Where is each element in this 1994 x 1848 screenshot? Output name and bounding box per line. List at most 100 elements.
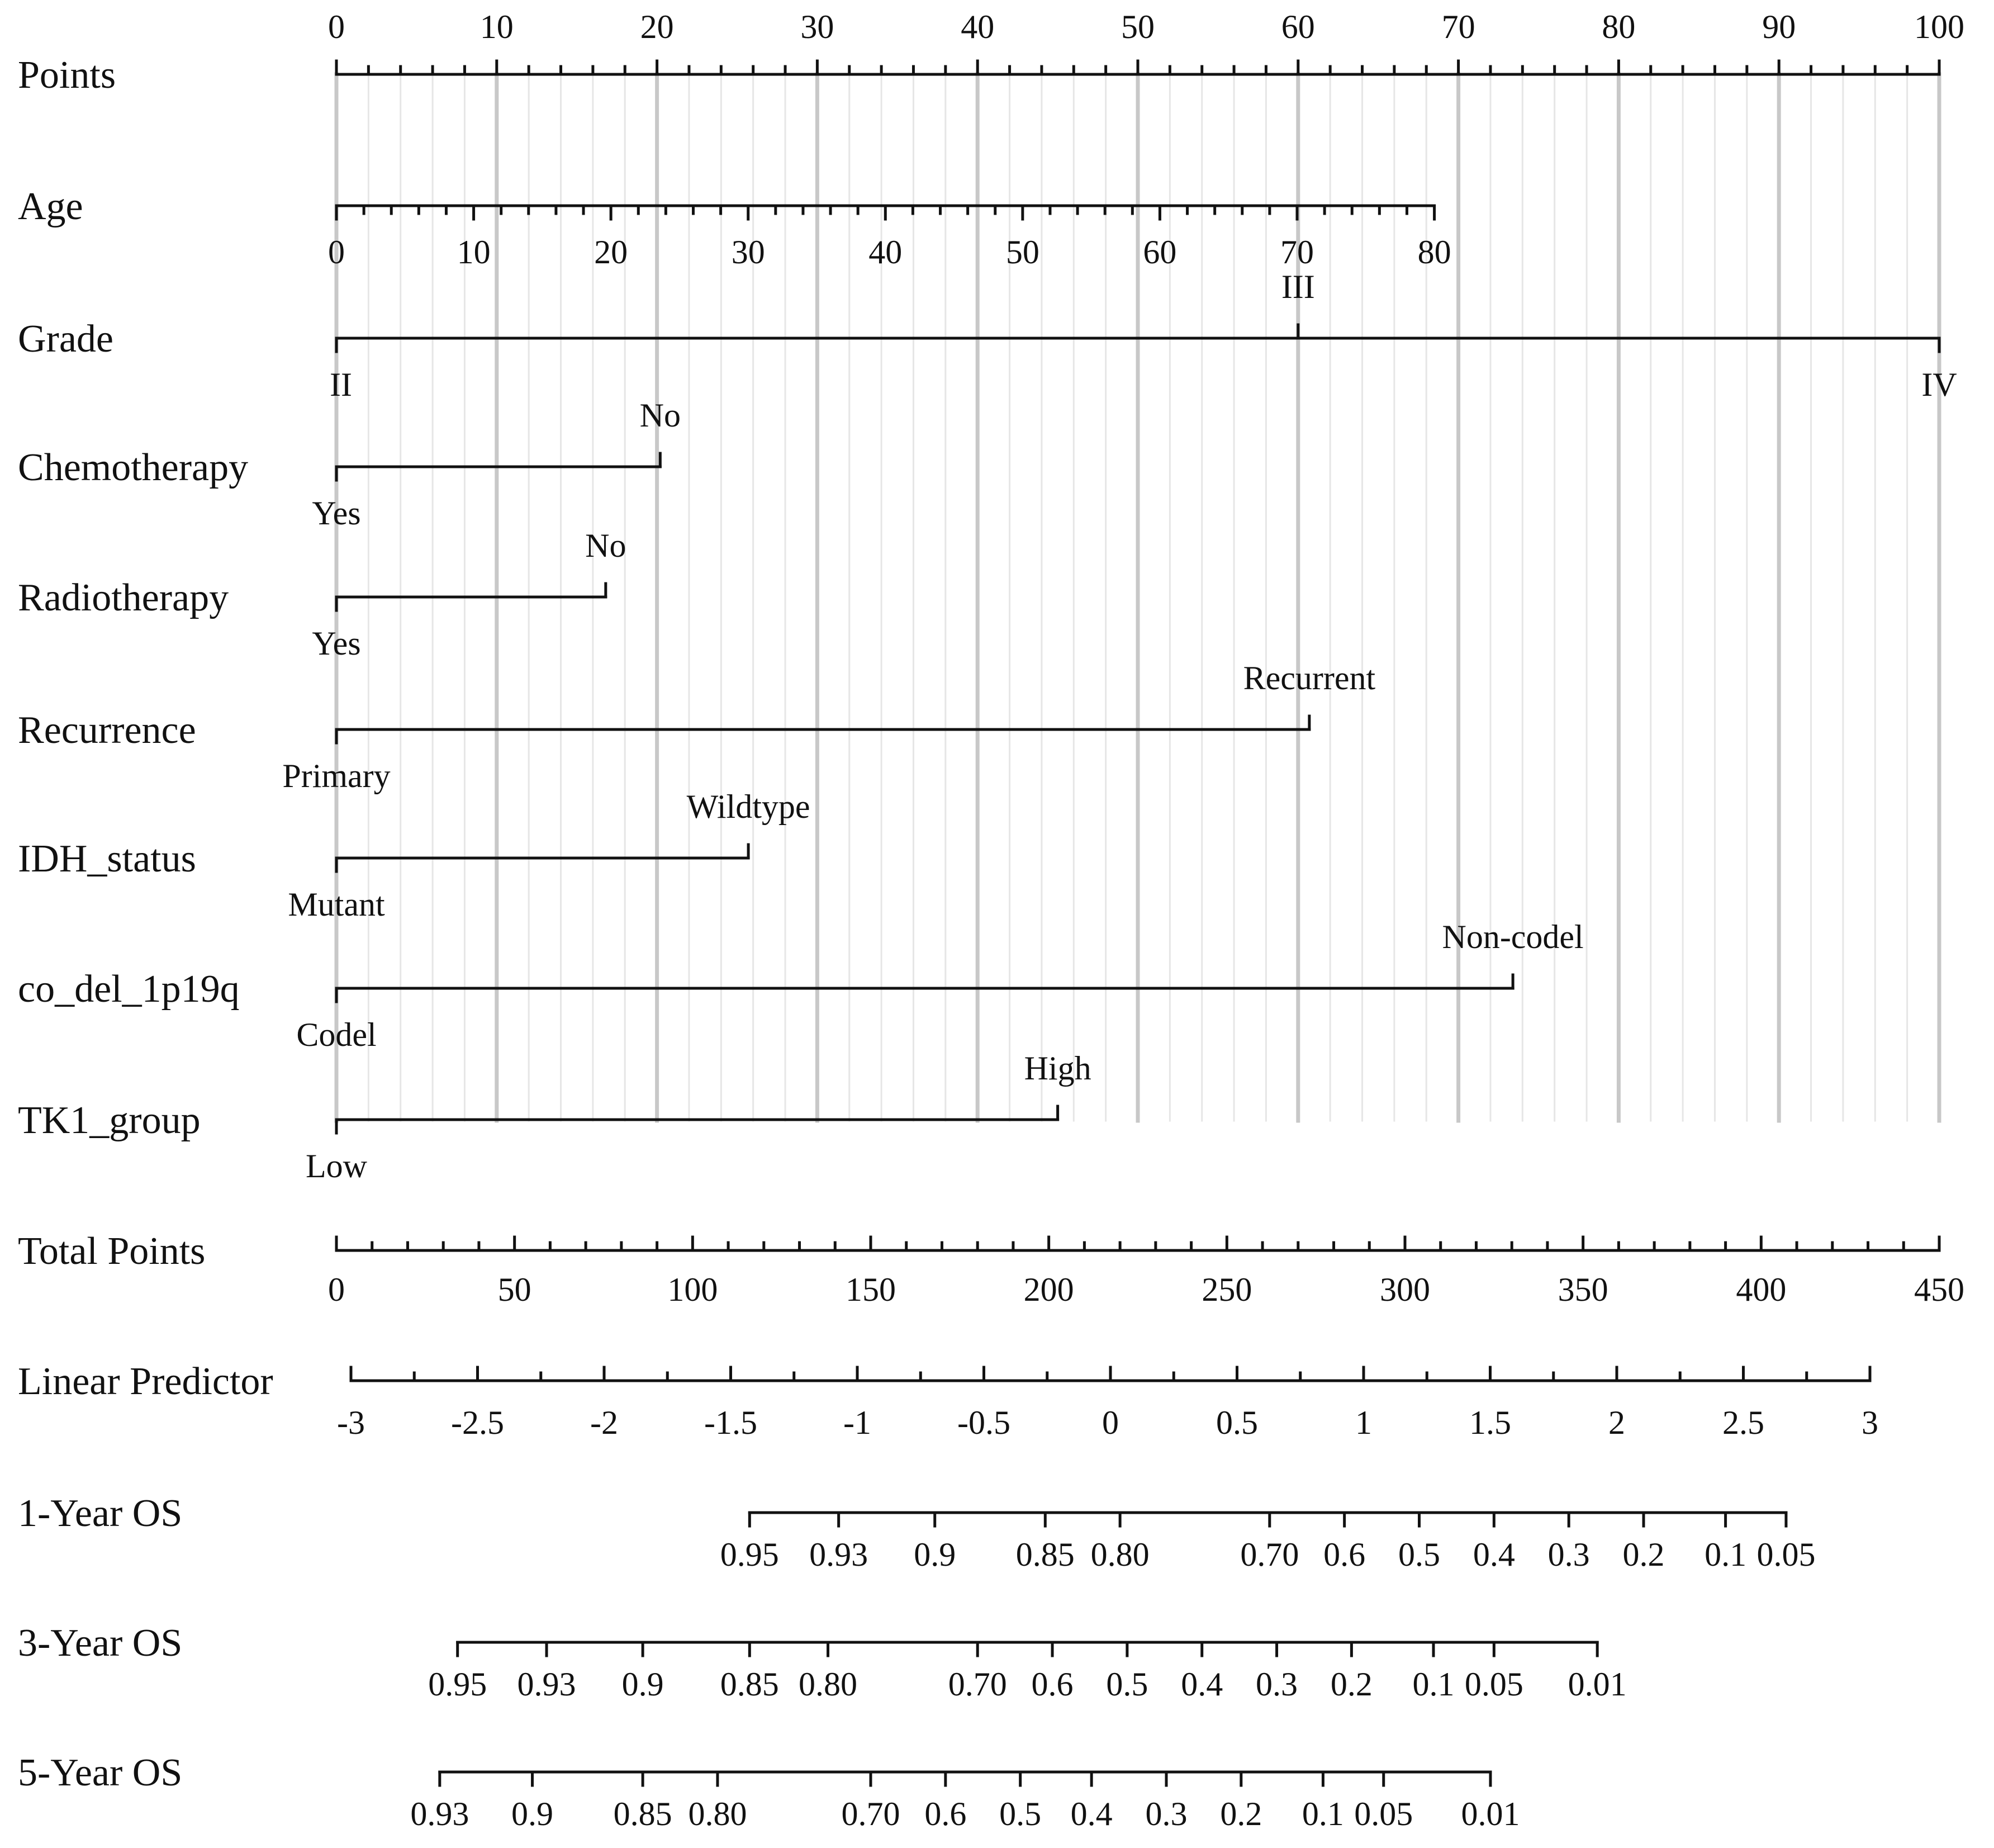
points-tick-label: 90 [1762, 8, 1796, 45]
os5-tick-label: 0.1 [1302, 1795, 1344, 1832]
linear-predictor-tick-label: -2 [590, 1404, 618, 1441]
points-tick-label: 80 [1602, 8, 1635, 45]
os3-tick-label: 0.9 [622, 1666, 664, 1703]
points-tick-label: 50 [1121, 8, 1155, 45]
os1-tick-label: 0.9 [914, 1536, 956, 1573]
os3-tick-label: 0.3 [1256, 1666, 1298, 1703]
grade-category-label: II [330, 366, 352, 403]
os1-tick-label: 0.70 [1240, 1536, 1299, 1573]
axis-label-os1: 1-Year OS [18, 1492, 182, 1535]
linear-predictor-tick-label: 3 [1862, 1404, 1878, 1441]
os5-tick-label: 0.85 [614, 1795, 672, 1832]
linear-predictor-tick-label: -1 [843, 1404, 871, 1441]
os1-tick-label: 0.5 [1398, 1536, 1440, 1573]
total-points-tick-label: 450 [1914, 1271, 1964, 1308]
linear-predictor-tick-label: -2.5 [451, 1404, 504, 1441]
os1-tick-label: 0.95 [720, 1536, 779, 1573]
os3-tick-label: 0.4 [1181, 1666, 1223, 1703]
points-tick-label: 20 [640, 8, 674, 45]
os3-tick-label: 0.93 [518, 1666, 576, 1703]
points-tick-label: 0 [328, 8, 345, 45]
recurrence-category-label: Recurrent [1243, 660, 1376, 696]
idh-category-label: Wildtype [687, 788, 810, 825]
radiotherapy-category-label: No [585, 527, 626, 564]
total-points-tick-label: 150 [846, 1271, 896, 1308]
total-points-tick-label: 250 [1202, 1271, 1252, 1308]
radiotherapy-category-label: Yes [312, 625, 360, 662]
linear-predictor-tick-label: 0.5 [1216, 1404, 1258, 1441]
os5-tick-label: 0.70 [842, 1795, 900, 1832]
axis-label-age: Age [18, 185, 83, 228]
axis-label-tk1: TK1_group [18, 1099, 201, 1142]
os5-tick-label: 0.93 [410, 1795, 469, 1832]
total-points-tick-label: 100 [667, 1271, 718, 1308]
os5-tick-label: 0.01 [1461, 1795, 1520, 1832]
os1-tick-label: 0.1 [1705, 1536, 1746, 1573]
os1-tick-label: 0.3 [1548, 1536, 1590, 1573]
points-tick-label: 10 [480, 8, 514, 45]
axis-label-codel: co_del_1p19q [18, 968, 240, 1011]
points-tick-label: 60 [1281, 8, 1315, 45]
os5-tick-label: 0.80 [688, 1795, 747, 1832]
axis-label-lp: Linear Predictor [18, 1360, 273, 1403]
axis-label-idh: IDH_status [18, 837, 196, 880]
total-points-tick-label: 350 [1558, 1271, 1608, 1308]
axis-label-recurrence: Recurrence [18, 709, 196, 752]
points-tick-label: 70 [1442, 8, 1475, 45]
codel-category-label: Non-codel [1442, 918, 1583, 955]
linear-predictor-tick-label: 2.5 [1722, 1404, 1764, 1441]
os5-tick-label: 0.6 [924, 1795, 966, 1832]
os3-tick-label: 0.1 [1412, 1666, 1454, 1703]
axis-label-os3: 3-Year OS [18, 1622, 182, 1665]
linear-predictor-tick-label: -1.5 [704, 1404, 757, 1441]
age-tick-label: 40 [868, 234, 902, 271]
os5-tick-label: 0.3 [1145, 1795, 1187, 1832]
os1-tick-label: 0.85 [1016, 1536, 1075, 1573]
os3-tick-label: 0.05 [1465, 1666, 1523, 1703]
linear-predictor-tick-label: 1.5 [1469, 1404, 1511, 1441]
os3-tick-label: 0.85 [720, 1666, 779, 1703]
total-points-tick-label: 200 [1024, 1271, 1074, 1308]
grade-category-label: IV [1921, 366, 1957, 403]
os3-tick-label: 0.6 [1032, 1666, 1074, 1703]
chemotherapy-category-label: Yes [312, 495, 360, 532]
os3-tick-label: 0.95 [428, 1666, 487, 1703]
os3-tick-label: 0.70 [948, 1666, 1007, 1703]
points-tick-label: 40 [961, 8, 994, 45]
os1-tick-label: 0.2 [1623, 1536, 1665, 1573]
grade-category-label: III [1281, 268, 1315, 305]
axis-label-grade: Grade [18, 318, 113, 361]
linear-predictor-tick-label: -0.5 [957, 1404, 1010, 1441]
axis-label-radiotherapy: Radiotherapy [18, 576, 229, 619]
total-points-tick-label: 300 [1380, 1271, 1430, 1308]
age-tick-label: 60 [1143, 234, 1176, 271]
age-tick-label: 30 [732, 234, 765, 271]
points-gridlines [334, 72, 1941, 1123]
os1-tick-label: 0.80 [1091, 1536, 1150, 1573]
recurrence-category-label: Primary [282, 757, 390, 794]
os5-tick-label: 0.2 [1220, 1795, 1262, 1832]
os1-tick-label: 0.93 [809, 1536, 868, 1573]
total-points-tick-label: 0 [328, 1271, 345, 1308]
os3-tick-label: 0.5 [1106, 1666, 1148, 1703]
age-tick-label: 0 [328, 234, 345, 271]
linear-predictor-tick-label: 0 [1102, 1404, 1119, 1441]
os1-tick-label: 0.05 [1756, 1536, 1815, 1573]
linear-predictor-tick-label: -3 [337, 1404, 365, 1441]
age-tick-label: 80 [1418, 234, 1451, 271]
axis-label-chemotherapy: Chemotherapy [18, 446, 248, 489]
age-tick-label: 10 [457, 234, 491, 271]
chemotherapy-category-label: No [640, 397, 681, 434]
total-points-tick-label: 400 [1736, 1271, 1786, 1308]
os5-tick-label: 0.5 [999, 1795, 1041, 1832]
total-points-tick-label: 50 [498, 1271, 531, 1308]
points-tick-label: 30 [800, 8, 834, 45]
os3-tick-label: 0.80 [799, 1666, 857, 1703]
age-tick-label: 50 [1006, 234, 1039, 271]
codel-category-label: Codel [296, 1016, 376, 1053]
axis-label-os5: 5-Year OS [18, 1751, 182, 1794]
os3-tick-label: 0.2 [1331, 1666, 1373, 1703]
